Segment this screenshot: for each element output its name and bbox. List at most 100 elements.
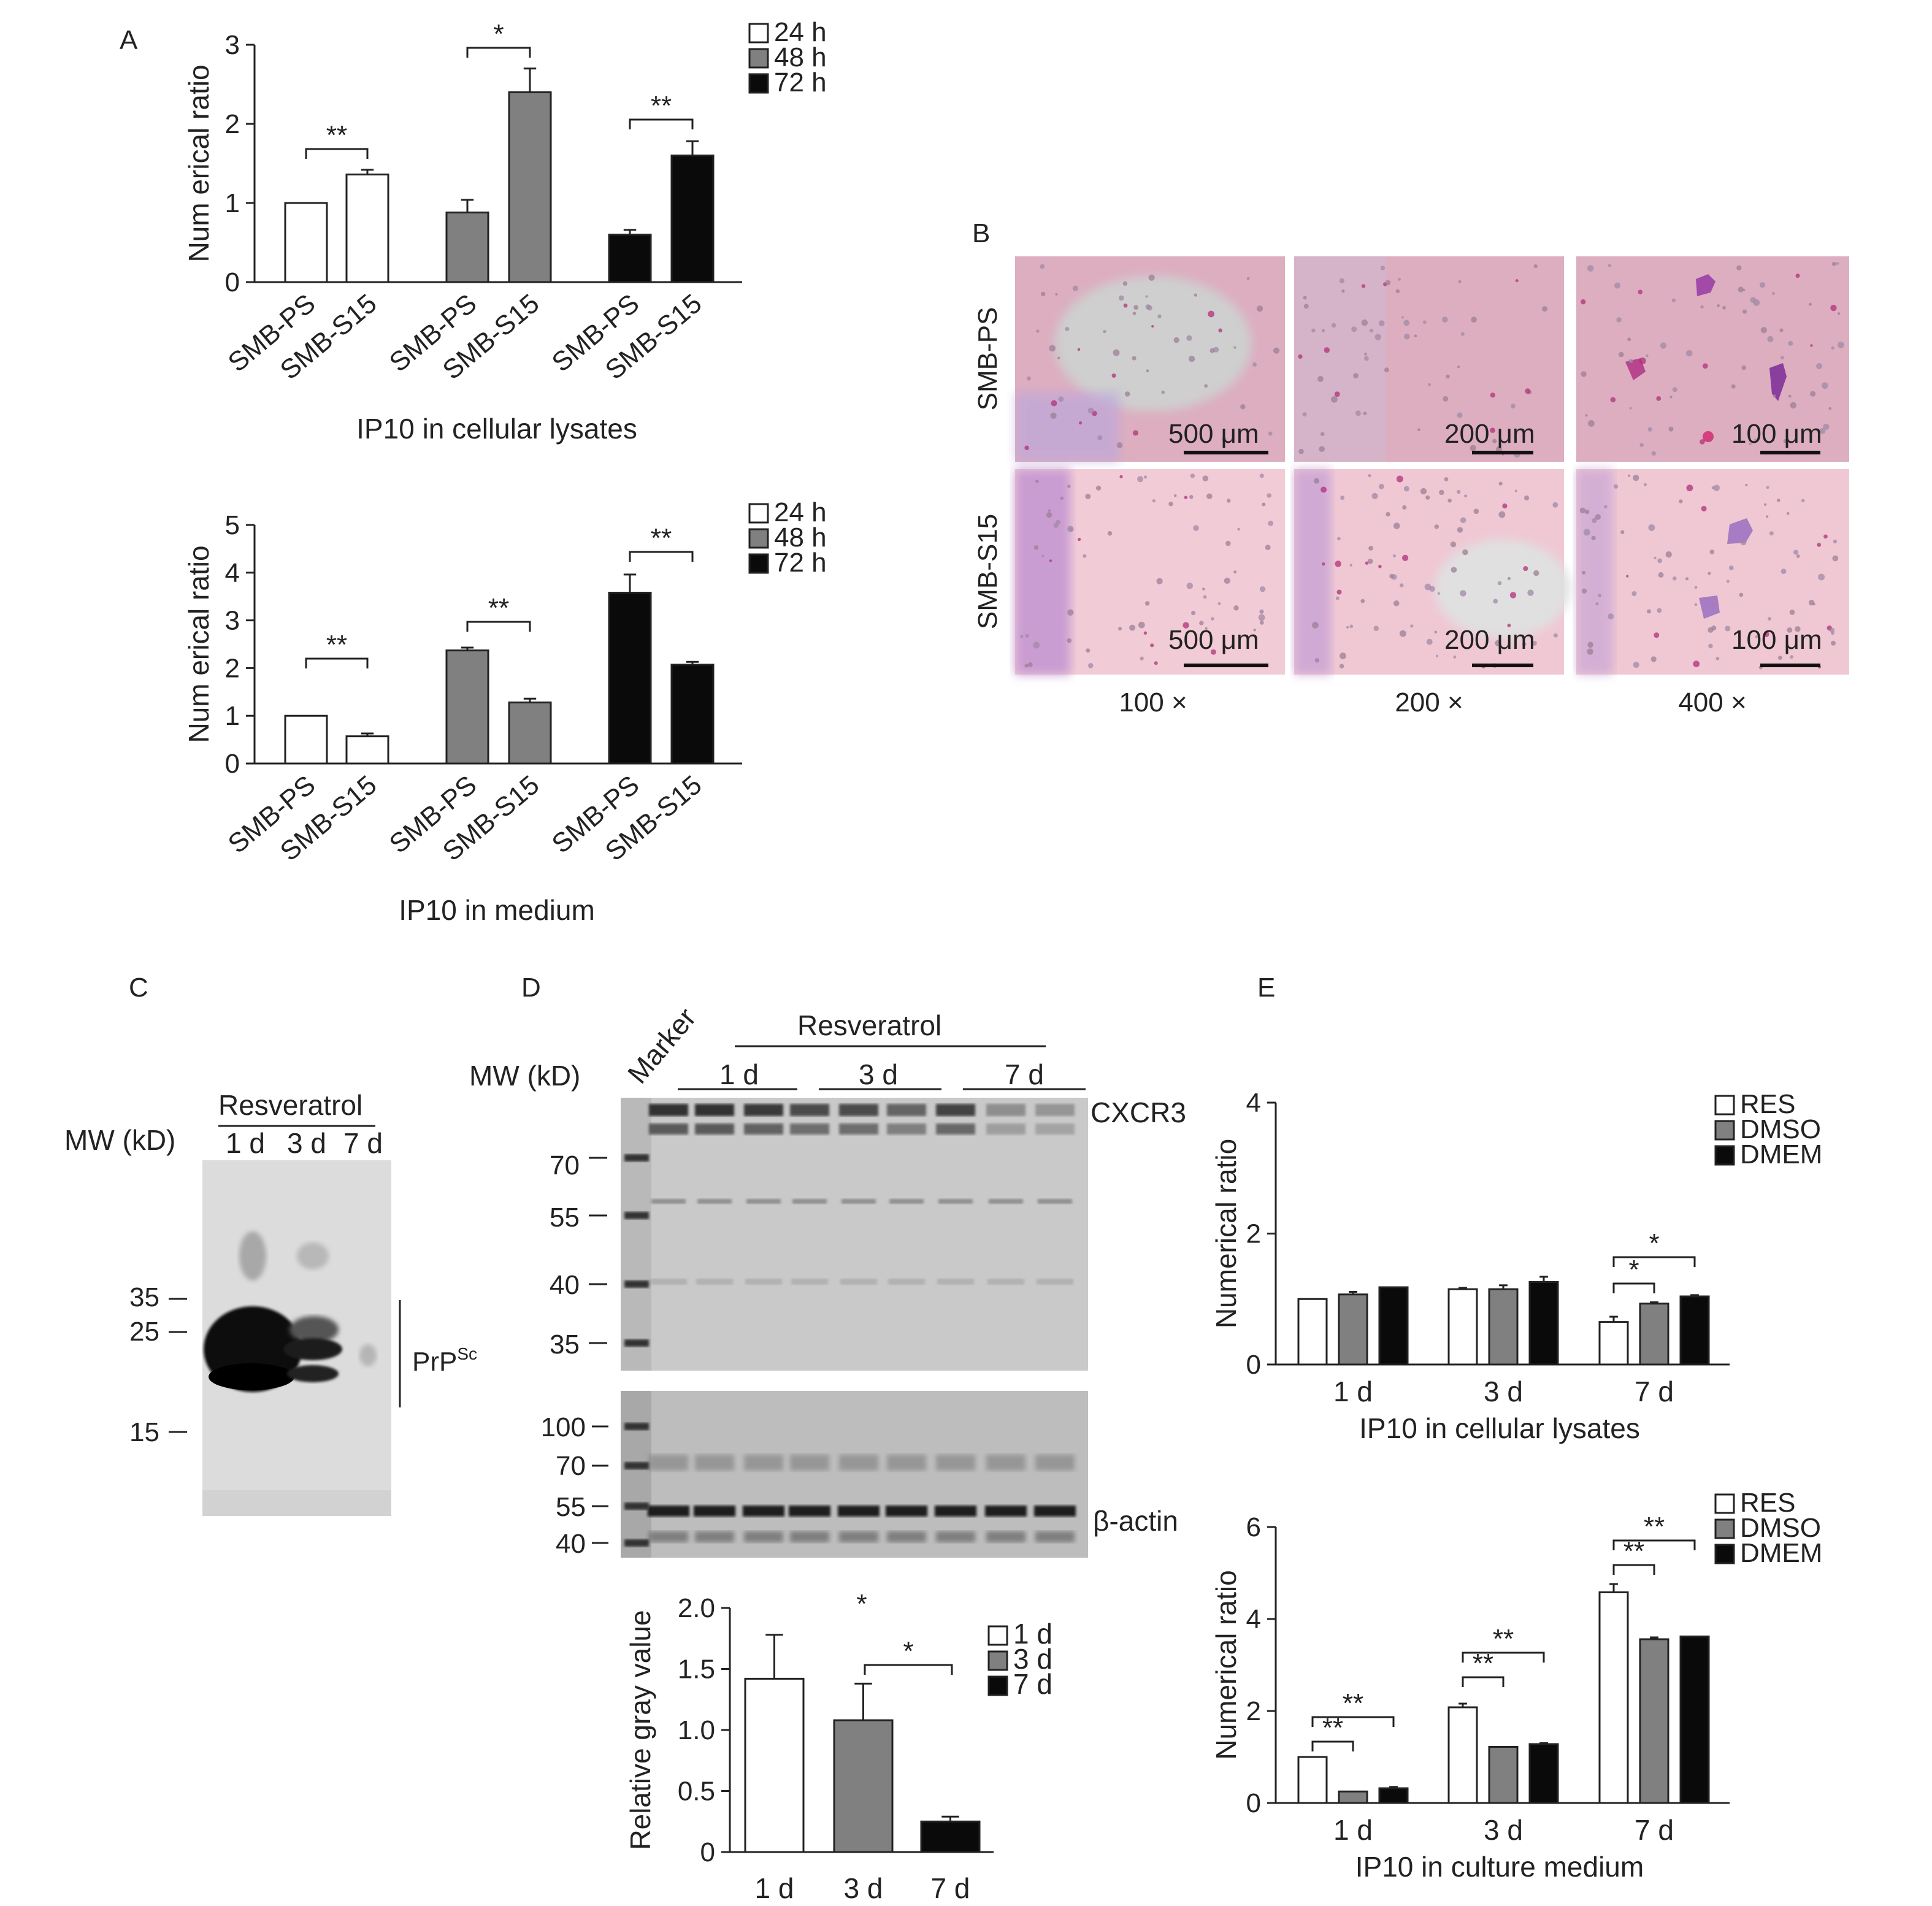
blot-band bbox=[695, 1123, 734, 1135]
micrograph-cell bbox=[1498, 511, 1506, 518]
micrograph-cell bbox=[1739, 592, 1744, 597]
micrograph-cell bbox=[1401, 316, 1404, 319]
micrograph-cell bbox=[1685, 350, 1693, 357]
micrograph-cell bbox=[1808, 302, 1812, 306]
micrograph-cell bbox=[1620, 530, 1625, 534]
micrograph-cell bbox=[1787, 627, 1793, 633]
micrograph-cell bbox=[1403, 320, 1410, 326]
blot-band bbox=[936, 1104, 975, 1116]
micrograph-cell bbox=[1378, 564, 1382, 568]
blot-band bbox=[887, 1531, 926, 1542]
micrograph-cell bbox=[1533, 570, 1539, 576]
micrograph-cell bbox=[1597, 594, 1601, 598]
micrograph-cell bbox=[1400, 583, 1404, 587]
panel-letter-a: A bbox=[120, 25, 138, 55]
blot-band bbox=[791, 1279, 828, 1285]
micrograph-cell bbox=[1046, 512, 1052, 518]
micrograph-cell bbox=[1026, 376, 1031, 381]
micrograph-cell bbox=[1067, 484, 1071, 488]
legend-swatch bbox=[1714, 1120, 1735, 1141]
y-tick-label: 3 bbox=[225, 30, 240, 60]
micrograph-cell bbox=[1830, 304, 1837, 312]
micrograph-cell bbox=[1533, 264, 1538, 269]
blot-band bbox=[839, 1123, 878, 1135]
micrograph-cell bbox=[1633, 662, 1639, 668]
micrograph-cell bbox=[1525, 388, 1531, 394]
blot-band bbox=[649, 1104, 688, 1116]
micrograph-cell bbox=[1585, 414, 1588, 417]
blot-band bbox=[695, 1455, 734, 1471]
significance-label: ** bbox=[651, 523, 672, 553]
micrograph-cell bbox=[1444, 477, 1449, 481]
micrograph-cell bbox=[1766, 486, 1769, 489]
bar bbox=[345, 174, 389, 283]
micrograph-cell bbox=[1610, 397, 1616, 403]
micrograph-cell bbox=[1648, 524, 1655, 531]
micrograph-cell bbox=[1138, 621, 1145, 629]
blot-band bbox=[937, 1279, 974, 1285]
micrograph-cell bbox=[1404, 334, 1410, 340]
micrograph-cell bbox=[1657, 608, 1662, 613]
micrograph-cell bbox=[1303, 304, 1309, 309]
significance-bracket bbox=[864, 1664, 953, 1675]
micrograph-cell bbox=[1218, 328, 1222, 333]
micrograph-cell bbox=[1346, 626, 1349, 629]
legend-label: 24 h bbox=[774, 497, 827, 527]
micrograph-cell bbox=[1041, 291, 1046, 297]
micrograph-cell bbox=[1760, 327, 1767, 334]
micrograph-cell bbox=[1237, 527, 1240, 531]
legend-swatch bbox=[748, 73, 769, 94]
micrograph-cell bbox=[1616, 317, 1622, 323]
significance-bracket bbox=[305, 148, 369, 159]
significance-label: ** bbox=[651, 91, 672, 121]
legend-label: RES bbox=[1740, 1488, 1795, 1518]
micrograph-cell bbox=[1067, 526, 1074, 532]
micrograph-cell bbox=[1144, 601, 1150, 606]
micrograph-cell bbox=[1095, 485, 1102, 491]
micrograph-cell bbox=[1833, 539, 1838, 544]
micrograph-cell bbox=[1206, 493, 1213, 499]
micrograph-cell bbox=[1460, 332, 1465, 336]
micrograph-cell bbox=[1626, 575, 1629, 578]
micrograph-cell bbox=[1552, 502, 1558, 508]
micrograph-cell bbox=[1527, 589, 1534, 596]
y-tick-label: 0 bbox=[225, 267, 240, 297]
blot-band bbox=[696, 1279, 733, 1285]
micrograph-cell bbox=[1639, 443, 1644, 447]
micrograph-cell bbox=[1361, 319, 1368, 326]
micrograph-cell bbox=[1581, 371, 1587, 377]
significance-bracket bbox=[1462, 1676, 1505, 1687]
y-tick-label: 1.5 bbox=[678, 1655, 715, 1685]
micrograph-cell bbox=[1426, 638, 1433, 645]
micrograph-cell bbox=[1608, 613, 1614, 619]
micrograph-cell bbox=[1378, 320, 1385, 327]
micrograph-cell bbox=[1203, 595, 1207, 599]
micrograph-cell bbox=[1502, 503, 1508, 509]
micrograph-cell bbox=[1077, 537, 1081, 542]
micrograph-cell bbox=[1391, 574, 1397, 580]
micrograph-cell bbox=[1190, 473, 1195, 478]
micrograph-cell bbox=[1823, 423, 1830, 430]
micrograph-cell bbox=[1380, 266, 1386, 270]
micrograph-cell bbox=[1638, 289, 1643, 294]
blot-band bbox=[744, 1123, 783, 1135]
bar bbox=[1528, 1743, 1559, 1804]
micrograph-cell bbox=[1753, 299, 1760, 306]
micrograph-cell bbox=[1322, 329, 1325, 332]
micrograph-cell bbox=[1137, 476, 1144, 483]
bar bbox=[1598, 1321, 1629, 1366]
micrograph-cell bbox=[1072, 285, 1078, 291]
legend-swatch bbox=[1714, 1145, 1735, 1166]
legend-label: DMSO bbox=[1740, 1513, 1821, 1543]
bar bbox=[508, 701, 552, 765]
micrograph-cell bbox=[1302, 412, 1307, 417]
blot-band bbox=[649, 1123, 688, 1135]
blot-band bbox=[745, 1279, 782, 1285]
micrograph-cell bbox=[1464, 494, 1468, 498]
blot-d-treatment: Resveratrol bbox=[797, 1009, 941, 1041]
blot-band bbox=[1037, 1279, 1073, 1285]
significance-label: * bbox=[856, 1589, 867, 1619]
scalebar-label: 200 μm bbox=[1444, 625, 1535, 655]
bar bbox=[1297, 1298, 1328, 1366]
micrograph-cell bbox=[1745, 483, 1748, 486]
